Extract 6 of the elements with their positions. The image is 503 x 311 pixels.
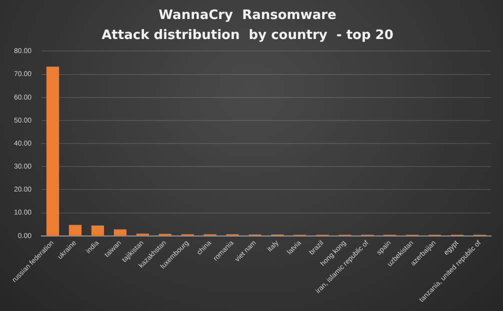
bar [91,226,104,236]
bar [114,229,126,236]
bar [46,66,60,236]
chart-title: WannaCry Ransomware [158,8,337,24]
bar [68,224,82,236]
chart-subtitle: Attack distribution by country - top 20 [102,28,394,43]
